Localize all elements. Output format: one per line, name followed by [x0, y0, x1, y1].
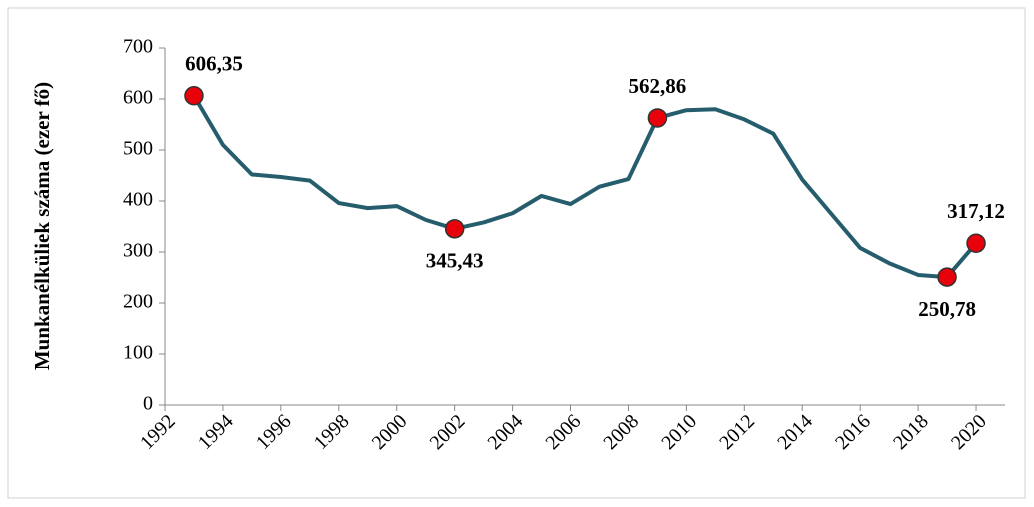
y-axis-label: Munkanélküliek száma (ezer fő): [30, 82, 54, 370]
y-tick-label: 300: [123, 240, 153, 262]
y-tick-label: 400: [123, 189, 153, 211]
y-tick-label: 600: [123, 87, 153, 109]
point-marker: [444, 219, 465, 239]
y-tick-label: 0: [143, 393, 153, 415]
line: [192, 94, 978, 280]
y-tick-label: 500: [123, 138, 153, 160]
point-marker: [647, 108, 668, 128]
data-label: 562,86: [629, 74, 687, 98]
data-label: 606,35: [185, 52, 243, 76]
data-label: 345,43: [426, 249, 484, 273]
point-marker: [184, 86, 204, 106]
chart-frame: [7, 7, 1026, 499]
y-tick-label: 100: [123, 342, 153, 364]
y-tick-label: 200: [123, 291, 153, 313]
point-marker: [937, 267, 957, 287]
data-label: 317,12: [947, 199, 1005, 223]
point-marker: [966, 233, 986, 254]
data-label: 250,78: [918, 297, 976, 321]
y-tick-label: 700: [123, 36, 153, 58]
